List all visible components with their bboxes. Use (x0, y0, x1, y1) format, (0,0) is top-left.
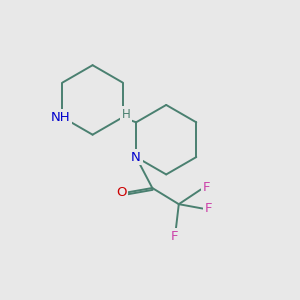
Text: F: F (171, 230, 178, 243)
Text: F: F (203, 182, 211, 194)
Text: NH: NH (50, 111, 70, 124)
Text: H: H (122, 108, 130, 121)
Text: N: N (131, 151, 141, 164)
Text: O: O (116, 186, 127, 199)
Text: F: F (205, 202, 213, 215)
